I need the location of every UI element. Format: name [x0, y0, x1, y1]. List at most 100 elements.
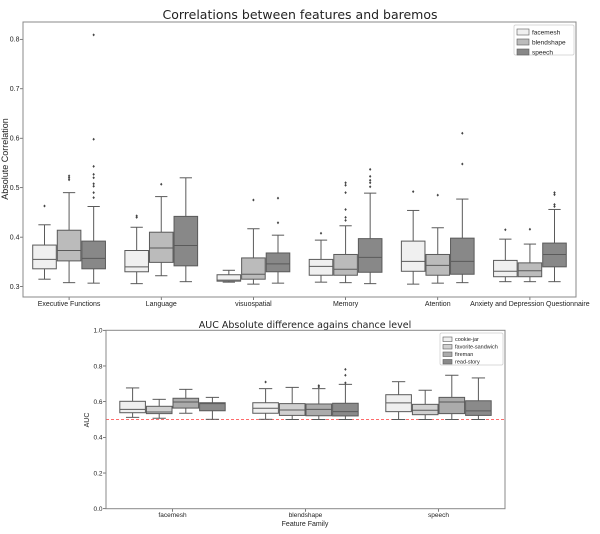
outlier-point	[368, 181, 372, 185]
box-body	[332, 402, 359, 417]
box-body	[278, 403, 306, 416]
box-favorite-sandwich	[145, 398, 173, 419]
box-body	[411, 403, 439, 416]
outlier-point	[92, 182, 95, 186]
outlier-point	[553, 204, 556, 208]
outlier-point	[67, 178, 71, 182]
outlier-point	[368, 174, 372, 178]
outlier-point	[344, 215, 347, 219]
outlier-point	[344, 183, 347, 187]
box-read-story	[199, 396, 226, 420]
box-blendshape	[241, 198, 266, 285]
box-facemesh	[124, 214, 149, 285]
outlier-point	[368, 185, 372, 189]
chart-2-y-axis-label: AUC	[84, 413, 91, 428]
chart-2-x-axis-label: Feature Family	[282, 521, 329, 528]
box-body	[81, 240, 106, 270]
outlier-point	[344, 373, 347, 377]
box-body	[438, 396, 466, 415]
box-speech	[450, 131, 475, 284]
box-fireman	[305, 384, 333, 420]
box-read-story	[465, 377, 492, 420]
plot-frame	[105, 329, 506, 510]
box-body	[305, 403, 333, 417]
outlier-point	[67, 174, 71, 178]
outlier-point	[276, 196, 280, 200]
outlier-point	[344, 207, 347, 211]
box-body	[119, 400, 146, 414]
box-cookie-jar	[119, 387, 146, 418]
outlier-point	[344, 191, 347, 195]
box-body	[56, 229, 82, 262]
outlier-point	[92, 33, 95, 37]
box-body	[241, 257, 266, 280]
box-cookie-jar	[385, 381, 412, 420]
y-tick-label: 1.0	[93, 328, 102, 335]
box-body	[172, 397, 200, 409]
box-facemesh	[32, 204, 57, 280]
x-tick-label: facemesh	[158, 512, 187, 519]
outlier-point	[264, 380, 267, 384]
legend-swatch-favorite-sandwich	[442, 344, 453, 350]
box-body	[465, 400, 492, 416]
plot-frame	[22, 21, 577, 298]
box-body	[308, 258, 334, 276]
chart-1-plot: 0.3 0.4 0.5 0.6 0.7 0.8 Executive Functions Lan…	[10, 21, 590, 308]
outlier-point	[528, 227, 532, 231]
chart-2-title: AUC Absolute difference agains chance le…	[199, 320, 411, 331]
box-body	[148, 231, 174, 263]
outlier-point	[461, 131, 464, 135]
y-tick-label: 0.2	[93, 470, 102, 477]
chart-1-y-axis-label: Absolute Correlation	[0, 118, 10, 200]
box-blendshape	[517, 227, 543, 283]
outlier-point	[135, 214, 138, 218]
box-body	[450, 237, 475, 275]
y-tick-label: 0.4	[10, 234, 20, 241]
legend-swatch-facemesh	[516, 28, 530, 36]
box-fireman	[438, 374, 466, 420]
legend-swatch-blendshape	[516, 38, 530, 46]
legend: facemesh blendshape speech	[513, 24, 575, 57]
legend-label-read-story: read-story	[455, 360, 480, 366]
legend-label-cookie-jar: cookie-jar	[455, 337, 479, 343]
outlier-point	[368, 178, 372, 182]
legend-label-fireman: fireman	[455, 352, 473, 358]
outlier-point	[92, 137, 95, 141]
box-facemesh	[400, 190, 426, 285]
box-blendshape	[148, 182, 174, 277]
outlier-point	[252, 198, 255, 202]
legend-label-favorite-sandwich: favorite-sandwich	[455, 345, 498, 351]
outlier-point	[67, 176, 71, 180]
chart-1-title: Correlations between features and baremo…	[162, 7, 437, 22]
outlier-point	[317, 384, 320, 388]
box-body	[333, 253, 358, 276]
outlier-point	[92, 191, 95, 195]
box-body	[357, 238, 383, 273]
box-facemesh	[216, 269, 242, 283]
outlier-point	[92, 172, 95, 176]
box-body	[265, 252, 291, 273]
outlier-point	[411, 190, 415, 194]
legend-label-speech: speech	[532, 50, 553, 57]
box-blendshape	[425, 193, 451, 284]
box-speech	[542, 191, 567, 283]
box-body	[173, 215, 199, 267]
box-read-story	[332, 367, 359, 420]
box-favorite-sandwich	[411, 389, 439, 420]
box-facemesh	[493, 228, 518, 283]
outlier-point	[43, 204, 46, 208]
box-body	[199, 402, 226, 412]
legend-swatch-read-story	[442, 359, 453, 365]
box-body	[124, 250, 149, 273]
box-body	[517, 262, 543, 278]
outlier-point	[553, 193, 556, 197]
box-speech	[173, 177, 199, 283]
x-tick-label: speech	[428, 512, 449, 519]
box-body	[493, 259, 518, 278]
box-speech	[265, 196, 291, 284]
legend-label-facemesh: facemesh	[532, 30, 561, 37]
y-tick-label: 0.0	[93, 506, 102, 513]
outlier-point	[92, 176, 95, 180]
legend-swatch-speech	[516, 48, 530, 56]
